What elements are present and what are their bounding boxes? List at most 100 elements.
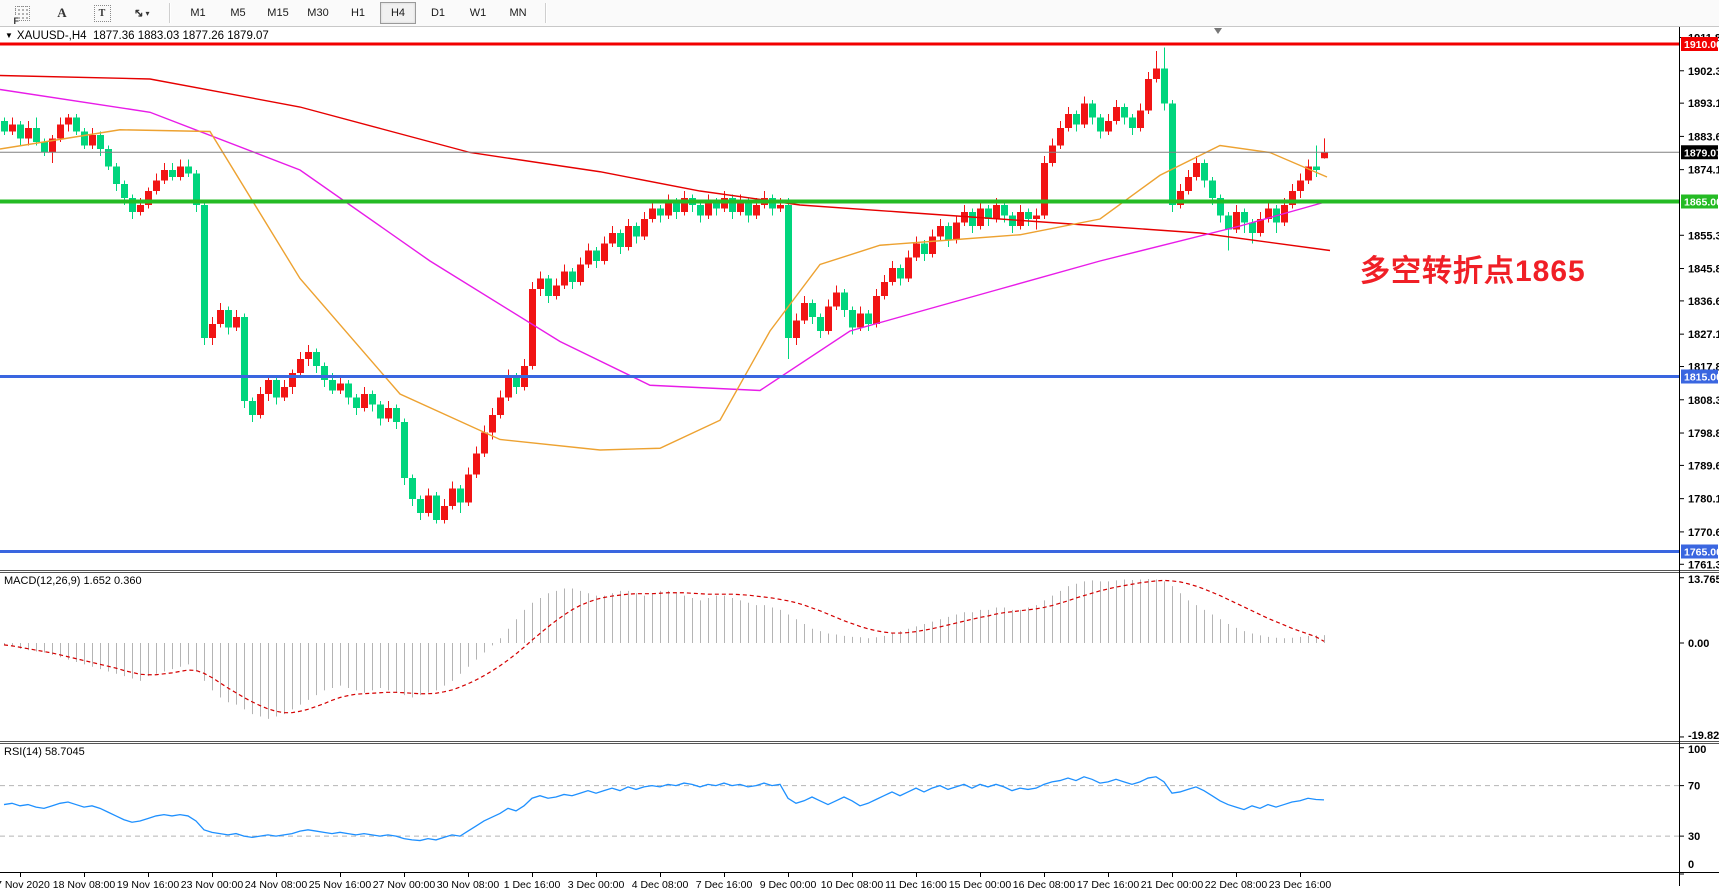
candle-body (1169, 103, 1176, 205)
time-tick-label: 24 Nov 08:00 (245, 879, 308, 891)
price-tick-label: 1874.10 (1688, 165, 1719, 177)
ma-fast-orange (0, 129, 1328, 451)
candle-body (169, 170, 176, 177)
candle-body (449, 488, 456, 506)
timeframe-button-M15[interactable]: M15 (267, 7, 289, 19)
chart-caret-icon: ▼ (5, 31, 13, 40)
candle-body (1113, 107, 1120, 121)
candle-body (97, 135, 104, 149)
timeframe-button-M5[interactable]: M5 (230, 7, 246, 19)
candle-body (1321, 152, 1328, 159)
candle-body (713, 201, 720, 209)
symbol-name: XAUUSD-,H4 (16, 30, 87, 42)
panel-frames (0, 27, 1719, 886)
time-tick-label: 9 Dec 00:00 (760, 879, 817, 891)
candle-body (417, 499, 424, 513)
time-tick-label: 27 Nov 00:00 (373, 879, 436, 891)
candle-body (1081, 103, 1088, 125)
timeframe-button-MN[interactable]: MN (509, 7, 527, 19)
candle-body (553, 285, 560, 296)
time-tick-label: 21 Dec 00:00 (1141, 879, 1204, 891)
candle-body (1225, 215, 1232, 230)
candle-body (1265, 208, 1272, 219)
candle-body (433, 495, 440, 520)
timeframe-button-H1[interactable]: H1 (350, 7, 366, 19)
arrows-tool-button[interactable]: ↔ ▾ (124, 2, 160, 24)
text-label-tool-button[interactable]: A (44, 2, 80, 24)
candle-body (961, 212, 968, 223)
annotation-text: 多空转折点1865 (1360, 255, 1586, 288)
time-tick-label: 25 Nov 16:00 (309, 879, 372, 891)
candle-body (1217, 198, 1224, 216)
candle-body (1201, 163, 1208, 181)
candle-body (1233, 212, 1240, 230)
time-tick-label: 16 Dec 08:00 (1013, 879, 1076, 891)
time-tick-label: 17 Nov 2020 (0, 879, 50, 891)
candle-body (577, 264, 584, 282)
candle-body (281, 387, 288, 398)
candle-body (993, 205, 1000, 219)
candle-body (121, 184, 128, 198)
text-tool-button[interactable]: T (84, 2, 120, 24)
chart-window[interactable]: 1911.851902.351893.101883.601874.101855.… (0, 27, 1719, 894)
candle-body (1313, 166, 1320, 170)
candle-body (353, 397, 360, 408)
candle-body (729, 198, 736, 212)
candle-body (201, 205, 208, 338)
chart-shift-marker-icon (1214, 28, 1222, 34)
chart-canvas[interactable]: 1911.851902.351893.101883.601874.101855.… (0, 27, 1719, 894)
support-1765-badge (1681, 544, 1718, 559)
candle-body (105, 149, 112, 167)
candle-body (81, 131, 88, 146)
price-tick-label: 1893.10 (1688, 98, 1719, 110)
candle-body (17, 124, 24, 139)
candle-body (1249, 222, 1256, 233)
candle-body (681, 198, 688, 212)
candle-body (465, 474, 472, 503)
chart-window-tool-button[interactable]: F (4, 2, 40, 26)
candle-body (673, 201, 680, 212)
candle-body (945, 226, 952, 240)
candle-body (1089, 103, 1096, 118)
candle-body (737, 201, 744, 212)
candle-body (1209, 180, 1216, 198)
toolbar: F A T ↔ ▾ M1 M5 M15 M30 H1 H4 D1 W1 MN (0, 0, 1719, 27)
candle-body (1177, 191, 1184, 205)
candle-body (817, 317, 824, 331)
candle-body (1025, 212, 1032, 219)
price-levels (0, 42, 1679, 553)
candle-body (897, 268, 904, 279)
candle-body (249, 401, 256, 415)
candle-body (265, 380, 272, 394)
timeframe-button-W1[interactable]: W1 (469, 7, 487, 19)
current-price-badge (1681, 145, 1718, 160)
candle-body (137, 205, 144, 212)
candle-body (369, 394, 376, 405)
time-tick-label: 3 Dec 00:00 (568, 879, 625, 891)
candle-body (497, 397, 504, 415)
candle-body (145, 191, 152, 205)
candle-body (9, 124, 16, 132)
macd-axis-label: -19.82 (1688, 730, 1719, 742)
time-tick-label: 19 Nov 16:00 (117, 879, 180, 891)
candle-body (585, 250, 592, 265)
time-tick-label: 7 Dec 16:00 (696, 879, 753, 891)
timeframe-button-H4[interactable]: H4 (380, 2, 416, 24)
price-tick-label: 1845.85 (1688, 264, 1719, 276)
timeframe-button-M30[interactable]: M30 (307, 7, 329, 19)
symbol-title: ▼ XAUUSD-,H4 1877.36 1883.03 1877.26 1879… (5, 30, 269, 42)
candle-body (233, 317, 240, 328)
label-a-icon: A (57, 5, 67, 20)
current-price-badge-label: 1879.07 (1684, 147, 1719, 159)
timeframe-button-D1[interactable]: D1 (430, 7, 446, 19)
candle-body (905, 257, 912, 279)
candle-body (705, 201, 712, 216)
candle-body (825, 306, 832, 331)
candle-body (657, 208, 664, 216)
arrows-icon: ↔ (130, 4, 148, 22)
candle-body (929, 236, 936, 254)
candle-body (593, 250, 600, 261)
candle-body (73, 117, 80, 132)
price-tick-label: 1761.35 (1688, 559, 1719, 571)
timeframe-button-M1[interactable]: M1 (190, 7, 206, 19)
